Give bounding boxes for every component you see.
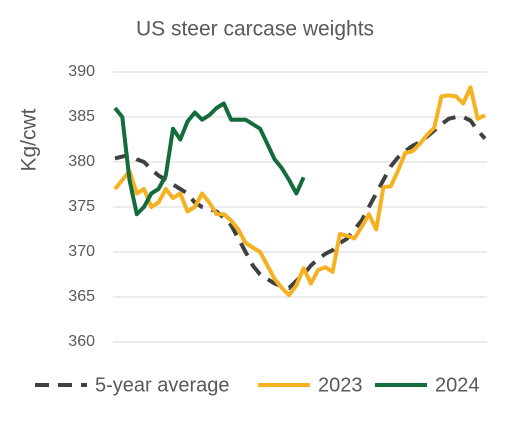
series-line [113,101,306,217]
y-tick-label: 385 [68,108,95,125]
series-line [114,115,487,290]
y-tick-label: 360 [68,333,95,350]
y-tick-label: 365 [68,288,95,305]
y-tick-label: 370 [68,243,95,260]
y-tick-label: 375 [68,198,95,215]
y-axis-label: Kg/cwt [18,108,41,171]
legend-label: 5-year average [95,374,230,396]
series-line [113,85,486,298]
chart-title: US steer carcase weights [136,18,374,41]
y-tick-label: 380 [68,153,95,170]
y-tick-label: 390 [68,63,95,80]
legend-label: 2023 [318,374,363,396]
legend-label: 2024 [435,374,480,396]
